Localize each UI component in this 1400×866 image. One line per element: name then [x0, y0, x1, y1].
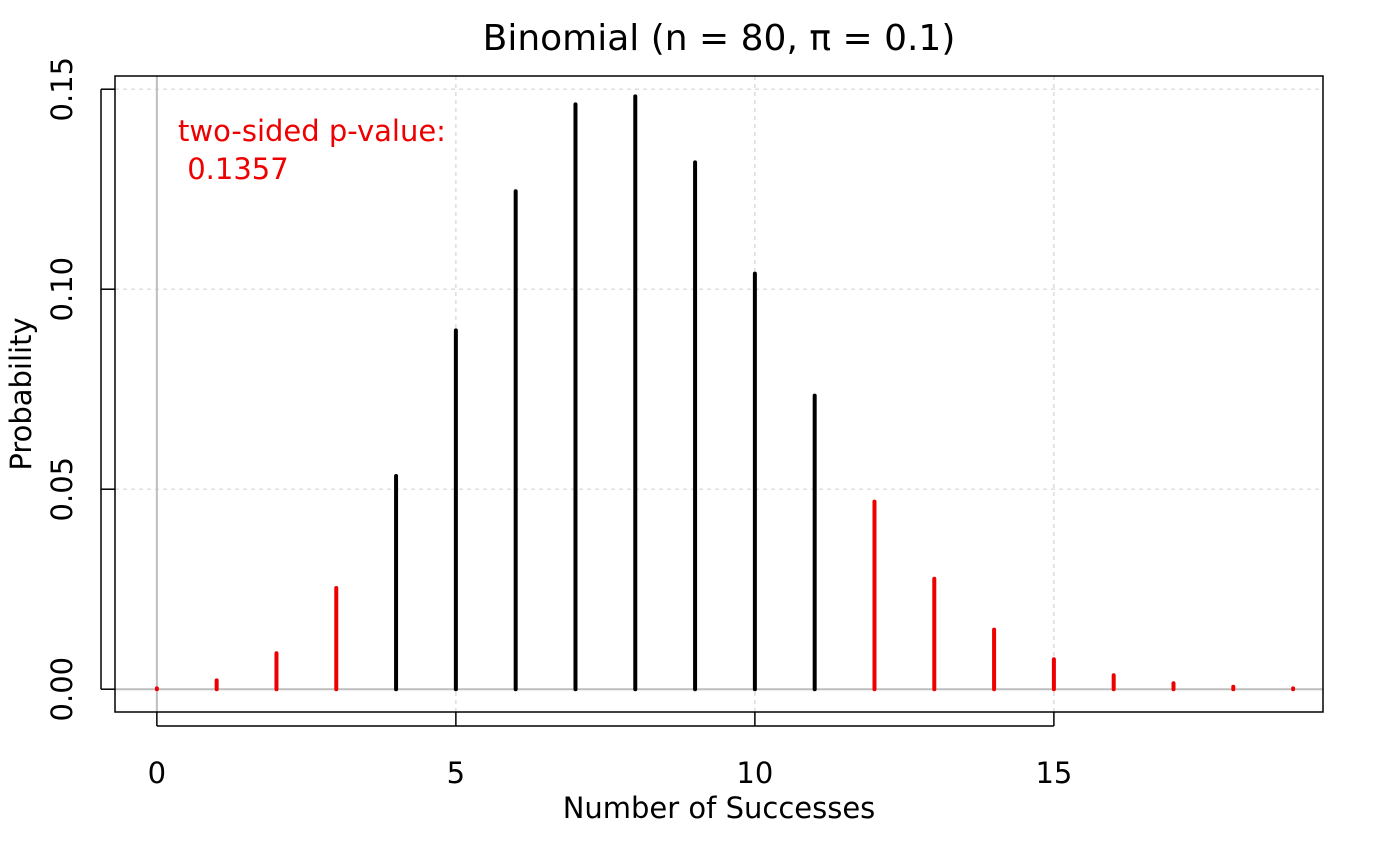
reference-lines — [115, 76, 1323, 712]
grid-lines — [115, 76, 1323, 712]
probability-bars — [154, 94, 1296, 692]
y-tick-label: 0.05 — [45, 457, 79, 522]
x-axis-label: Number of Successes — [563, 791, 876, 825]
y-axis: 0.00 0.05 0.10 0.15 — [45, 57, 115, 722]
y-axis-label: Probability — [4, 317, 38, 470]
x-tick-label: 0 — [148, 756, 166, 790]
y-tick-label: 0.00 — [45, 657, 79, 722]
chart-title: Binomial (n = 80, π = 0.1) — [483, 18, 956, 59]
p-value-label: two-sided p-value: — [178, 114, 446, 148]
x-tick-label: 5 — [447, 756, 465, 790]
y-tick-label: 0.15 — [45, 57, 79, 122]
x-tick-label: 10 — [736, 756, 773, 790]
p-value-number: 0.1357 — [178, 152, 289, 186]
plot-frame — [114, 75, 1324, 713]
x-axis: 0 5 10 15 — [148, 712, 1072, 790]
y-tick-label: 0.10 — [45, 257, 79, 322]
x-tick-label: 15 — [1035, 756, 1072, 790]
